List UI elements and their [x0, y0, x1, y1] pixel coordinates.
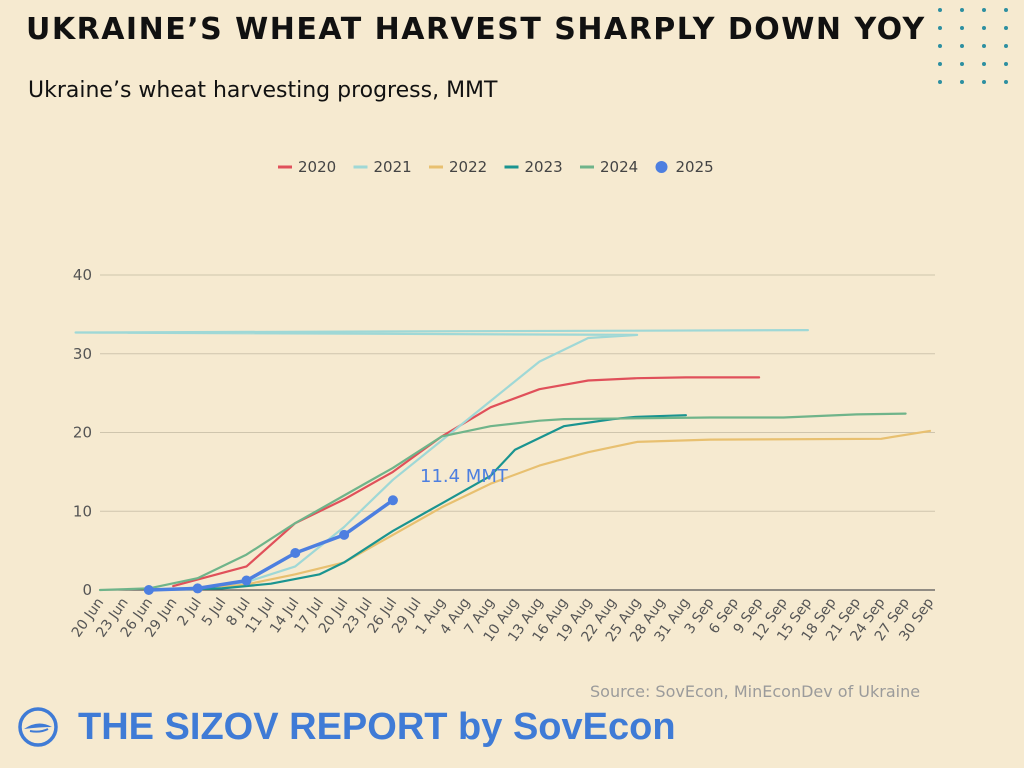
chart-legend: 2020 2021 2022 2023 2024 2025 [278, 158, 714, 176]
sovecon-logo-icon [18, 707, 58, 747]
page-subtitle: Ukraine’s wheat harvesting progress, MMT [28, 78, 498, 103]
series-line-2025 [147, 498, 395, 592]
line-chart: 2020 2021 2022 2023 2024 2025 0 10 20 30 40 20 Ju… [69, 158, 937, 645]
brand-footer: THE SIZOV REPORT by SovEcon [18, 704, 676, 750]
chart-annotation: 11.4 MMT [420, 466, 509, 487]
series-line-2024 [98, 412, 907, 592]
legend-label-2023: 2023 [525, 158, 563, 176]
y-tick-label: 40 [73, 266, 92, 284]
x-tick-label: 5 Jul [199, 595, 229, 629]
annotation-label: 11.4 MMT [420, 466, 509, 487]
data-point-2025 [387, 495, 398, 506]
y-axis: 0 10 20 30 40 [73, 266, 92, 599]
y-tick-label: 0 [82, 581, 92, 599]
y-tick-label: 30 [73, 345, 92, 363]
chart-gridlines [100, 274, 935, 591]
source-note: Source: SovEcon, MinEconDev of Ukraine [590, 682, 921, 701]
series-line-2021 [74, 329, 810, 592]
decorative-dot-grid [938, 8, 1012, 84]
page-title: UKRAINE’S WHEAT HARVEST SHARPLY DOWN YOY [26, 12, 926, 47]
series-line-2022 [147, 429, 932, 592]
legend-label-2022: 2022 [449, 158, 487, 176]
data-point-2025 [192, 583, 203, 594]
data-point-2025 [143, 585, 154, 595]
legend-label-2021: 2021 [374, 158, 412, 176]
legend-label-2024: 2024 [600, 158, 638, 176]
legend-label-2020: 2020 [298, 158, 336, 176]
y-tick-label: 10 [73, 502, 92, 520]
legend-marker-2025 [655, 161, 668, 173]
data-point-2025 [339, 529, 350, 540]
data-point-2025 [241, 575, 252, 586]
data-point-2025 [290, 547, 301, 558]
chart-series [74, 329, 932, 595]
x-tick-label: 2 Jul [174, 595, 204, 629]
y-tick-label: 20 [73, 424, 92, 442]
legend-label-2025: 2025 [676, 158, 714, 176]
brand-name: THE SIZOV REPORT by SovEcon [78, 705, 676, 748]
